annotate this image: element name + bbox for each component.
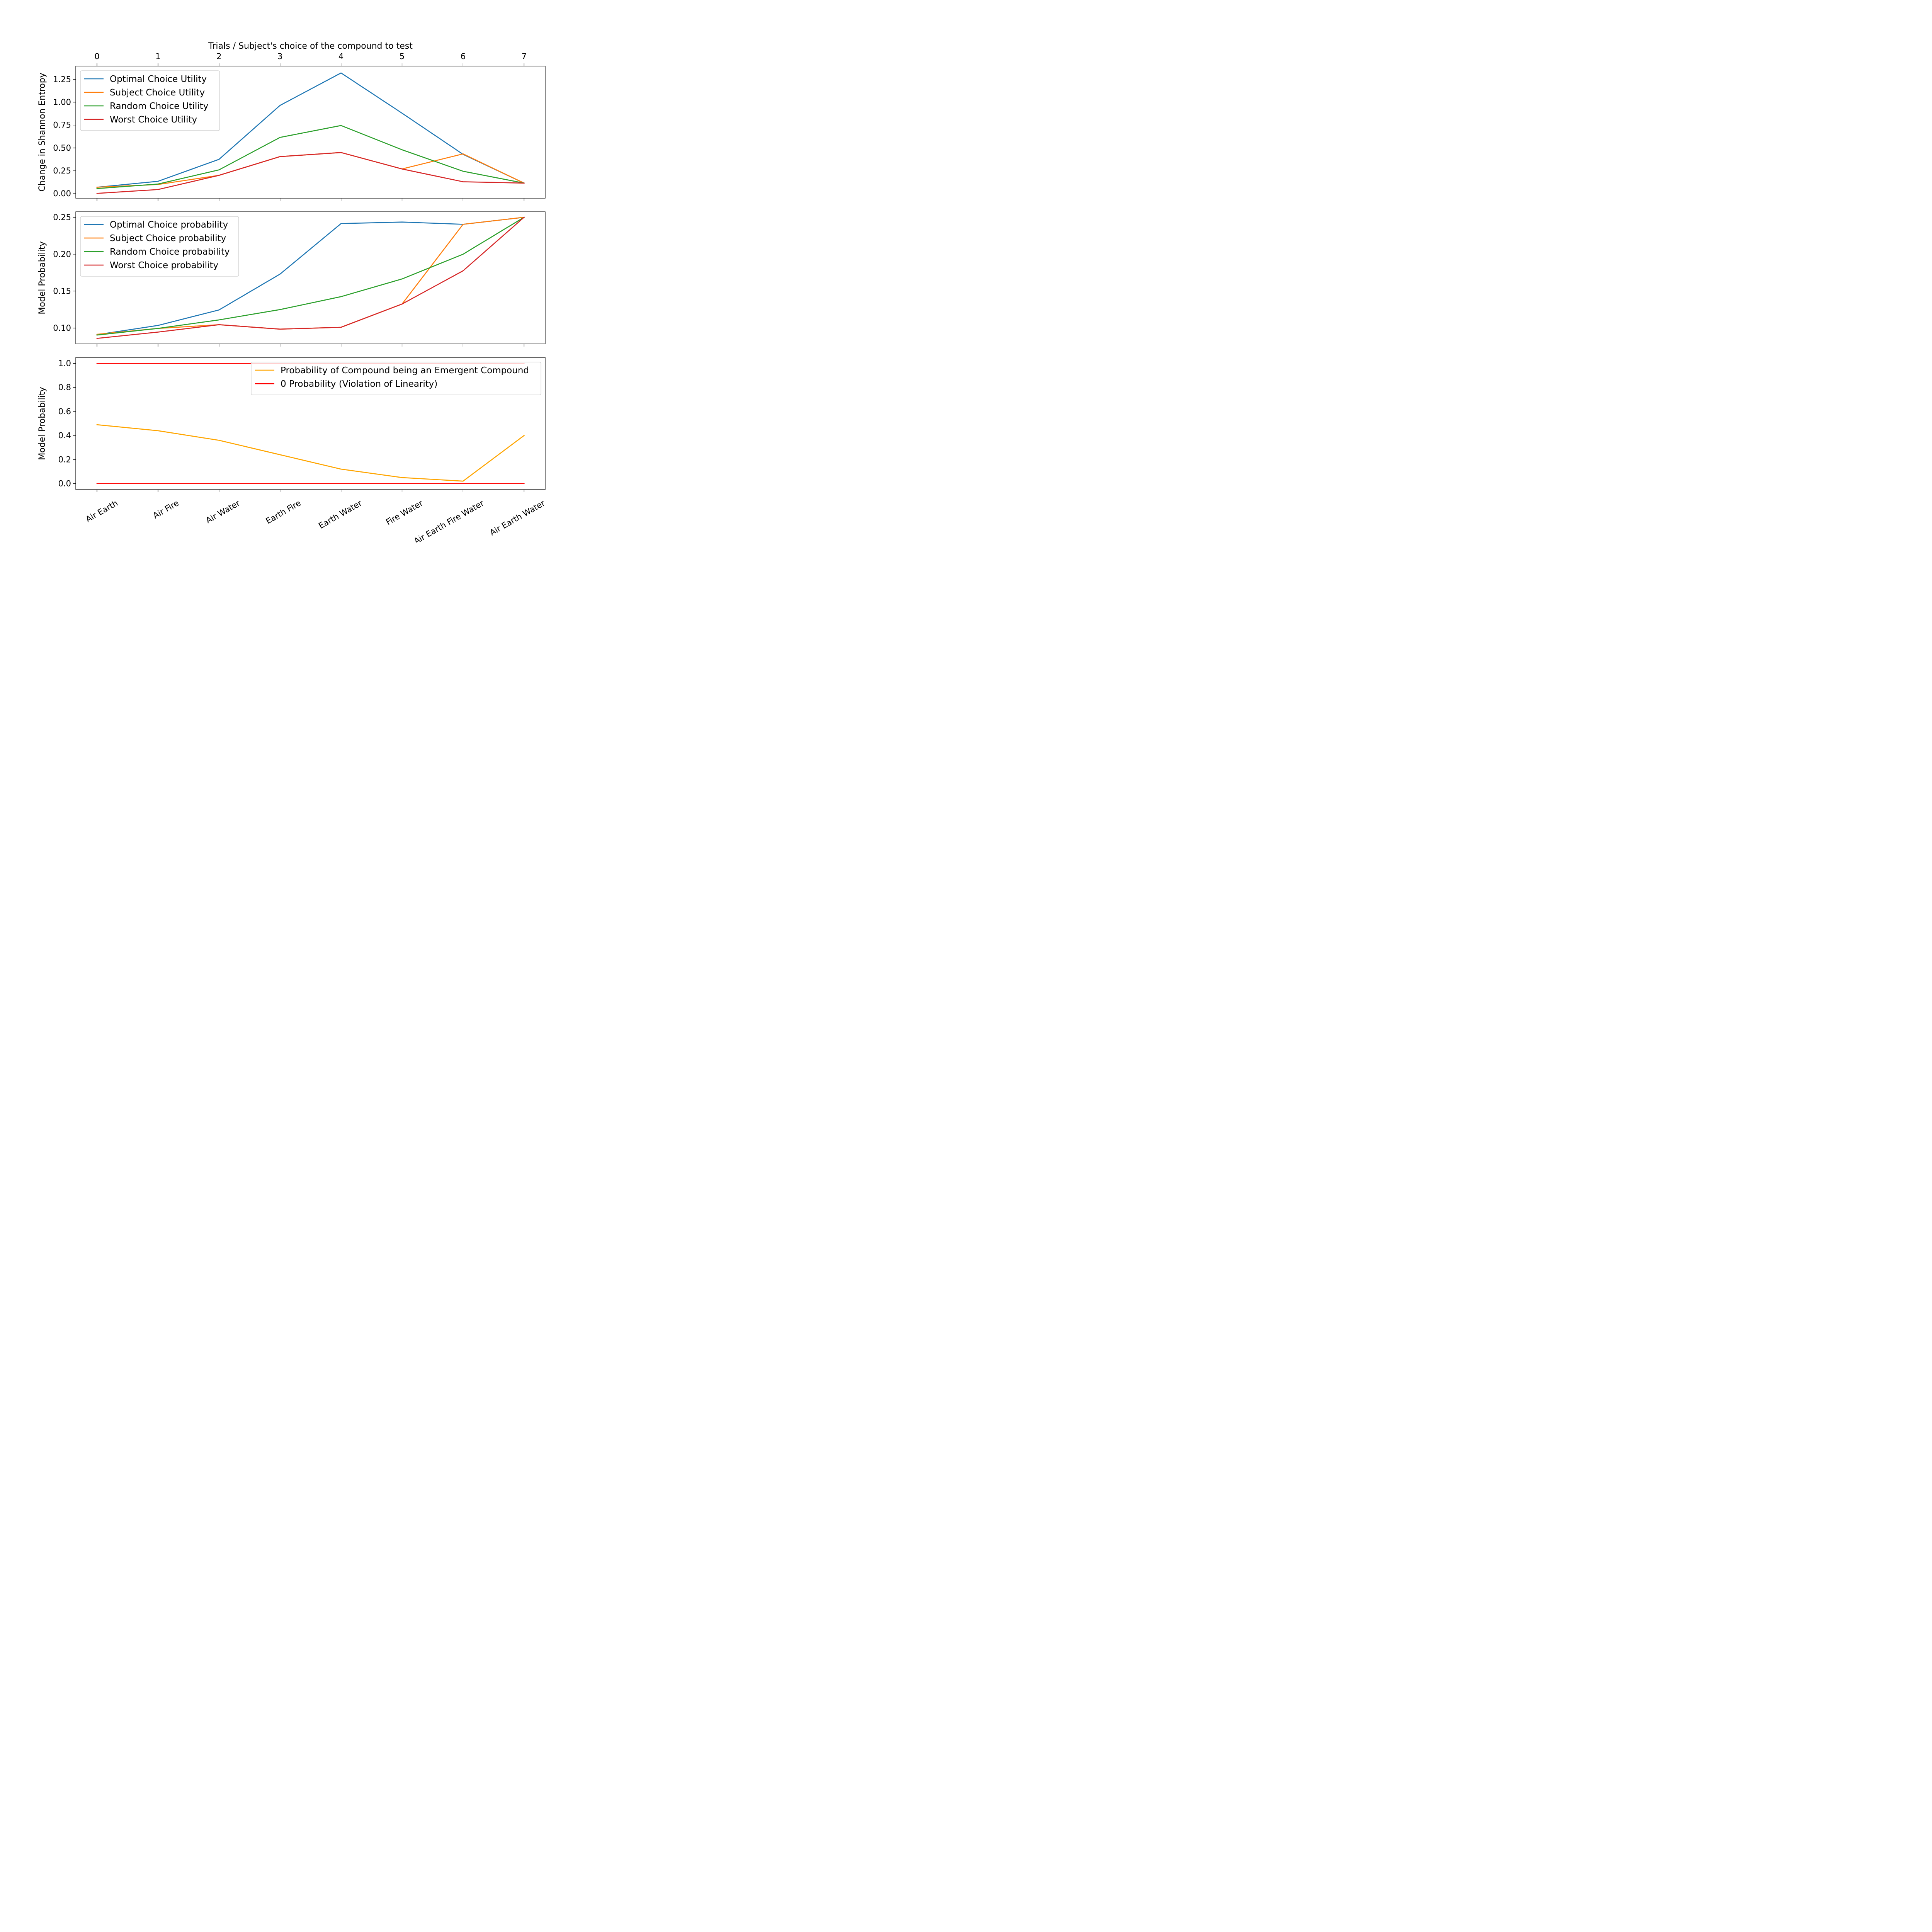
chart-figure: 0.00 0.25 0.50 0.75 1.00 1.25 0 1 2 3 4 5 6 7 Trials /…	[0, 0, 597, 543]
y-tick-label-2-3: 0.25	[53, 213, 71, 222]
y-axis-label-3: Model Probability	[37, 387, 47, 460]
legend-label-3-0: Probability of Compound being an Emergen…	[281, 366, 529, 376]
legend-label-2-0: Optimal Choice probability	[110, 220, 228, 230]
y-axis-label-1: Change in Shannon Entropy	[37, 73, 47, 191]
legend-label-1-1: Subject Choice Utility	[110, 88, 205, 98]
top-x-tick-label-7: 7	[522, 52, 527, 61]
legend-label-1-3: Worst Choice Utility	[110, 115, 197, 125]
y-tick-label-1-3: 0.75	[53, 121, 71, 130]
y-tick-label-3-0: 0.0	[58, 479, 71, 488]
y-axis-label-2: Model Probability	[37, 241, 47, 314]
legend-label-1-0: Optimal Choice Utility	[110, 74, 207, 84]
panel-1: 0.00 0.25 0.50 0.75 1.00 1.25 0 1 2 3 4 5 6 7 Trials /…	[37, 41, 546, 201]
y-tick-label-3-5: 1.0	[58, 359, 71, 368]
y-tick-label-1-4: 1.00	[53, 97, 71, 107]
y-tick-label-3-3: 0.6	[58, 407, 71, 416]
series-group-1	[96, 72, 525, 194]
top-x-tick-label-2: 2	[216, 52, 221, 61]
y-tick-label-1-5: 1.25	[53, 75, 71, 84]
legend-3: Probability of Compound being an Emergen…	[251, 362, 541, 395]
y-tick-label-1-0: 0.00	[53, 189, 71, 198]
y-tick-label-2-1: 0.15	[53, 286, 71, 296]
top-x-tick-label-6: 6	[461, 52, 466, 61]
top-x-tick-label-3: 3	[277, 52, 282, 61]
top-x-tick-label-5: 5	[400, 52, 405, 61]
series-line-3-0	[96, 424, 525, 482]
top-x-tick-label-4: 4	[338, 52, 344, 61]
legend-box-1	[80, 70, 220, 131]
series-line-1-3	[96, 152, 525, 194]
legend-label-1-2: Random Choice Utility	[110, 101, 208, 111]
series-line-2-0	[96, 216, 525, 335]
panel-2: 0.10 0.15 0.20 0.25 Model Probability Optimal…	[37, 211, 546, 347]
legend-1: Optimal Choice Utility Subject Choice Uti…	[80, 70, 220, 131]
y-tick-label-1-1: 0.25	[53, 166, 71, 175]
legend-label-2-1: Subject Choice probability	[110, 233, 226, 243]
legend-label-2-2: Random Choice probability	[110, 247, 230, 257]
series-line-2-2	[96, 216, 525, 336]
y-tick-label-3-4: 0.8	[58, 383, 71, 392]
series-line-2-3	[96, 216, 525, 339]
legend-2: Optimal Choice probability Subject Choice…	[80, 216, 239, 277]
top-x-tick-label-1: 1	[155, 52, 160, 61]
legend-box-2	[80, 216, 239, 277]
series-group-2	[96, 216, 525, 339]
top-x-tick-label-0: 0	[94, 52, 99, 61]
y-tick-label-2-2: 0.20	[53, 250, 71, 259]
axes-frame-3	[75, 357, 546, 490]
series-line-1-0	[96, 72, 525, 188]
series-line-1-2	[96, 125, 525, 189]
y-tick-label-1-2: 0.50	[53, 143, 71, 153]
legend-box-3	[251, 362, 541, 395]
y-tick-label-3-1: 0.2	[58, 455, 71, 464]
legend-label-2-3: Worst Choice probability	[110, 260, 218, 270]
y-tick-label-3-2: 0.4	[58, 431, 71, 440]
axes-frame-2	[75, 211, 546, 344]
y-tick-label-2-0: 0.10	[53, 323, 71, 333]
legend-label-3-1: 0 Probability (Violation of Linearity)	[281, 379, 437, 389]
axes-frame-1	[75, 66, 546, 199]
top-x-axis-label: Trials / Subject's choice of the compoun…	[208, 41, 413, 51]
